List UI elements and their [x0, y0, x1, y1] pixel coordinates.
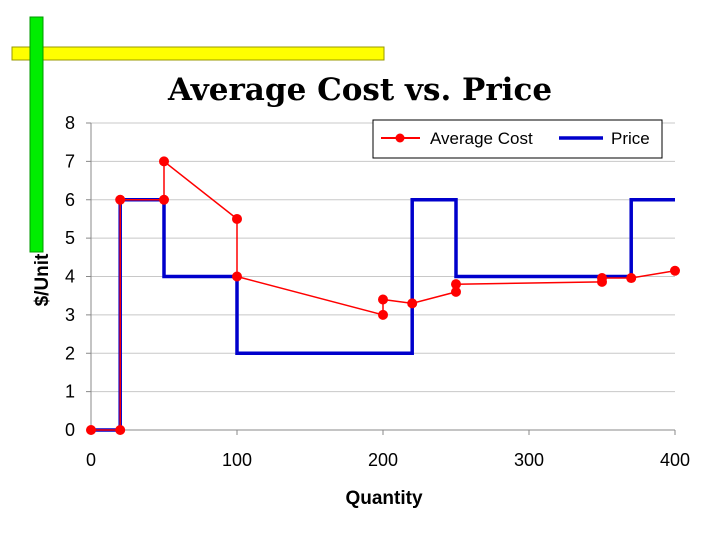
chart-series	[86, 156, 680, 435]
data-point-average-cost	[597, 273, 607, 284]
y-axis-tick-labels: 0 1 2 3 4 5 6 7 8	[65, 113, 75, 440]
chart-title: Average Cost vs. Price	[167, 72, 552, 108]
data-point-average-cost	[159, 156, 169, 167]
y-tick-label: 2	[65, 343, 75, 363]
legend-marker-average-cost	[395, 133, 405, 143]
y-tick-label: 0	[65, 420, 75, 440]
data-point-average-cost	[451, 279, 461, 290]
x-tick-label: 0	[86, 450, 96, 470]
data-point-average-cost	[378, 294, 388, 305]
y-tick-label: 1	[65, 382, 75, 402]
data-point-average-cost	[670, 265, 680, 276]
y-tick-label: 5	[65, 228, 75, 248]
data-point-average-cost	[232, 213, 242, 224]
data-point-average-cost	[115, 194, 126, 205]
x-axis-label: Quantity	[345, 488, 422, 509]
legend-label-average-cost: Average Cost	[430, 129, 533, 148]
x-tick-label: 400	[660, 450, 690, 470]
y-tick-label: 7	[65, 151, 75, 171]
y-tick-label: 8	[65, 113, 75, 133]
data-point-average-cost	[378, 309, 388, 320]
y-tick-label: 4	[65, 267, 75, 287]
x-tick-label: 300	[514, 450, 544, 470]
decorative-green-bar	[29, 16, 44, 253]
x-axis-tick-labels: 0 100 200 300 400	[86, 450, 690, 470]
data-point-average-cost	[115, 425, 126, 435]
legend-label-price: Price	[611, 129, 650, 148]
y-axis-label: $/Unit	[32, 253, 53, 306]
data-point-average-cost	[407, 298, 418, 309]
decorative-yellow-bar	[11, 46, 385, 61]
chart-gridlines	[91, 122, 675, 393]
data-point-average-cost	[626, 273, 637, 284]
x-tick-label: 100	[222, 450, 252, 470]
legend-box	[372, 119, 663, 159]
data-point-average-cost	[159, 194, 169, 205]
data-point-average-cost	[86, 425, 96, 435]
y-tick-label: 6	[65, 190, 75, 210]
y-tick-label: 3	[65, 305, 75, 325]
chart-legend: Average Cost Price	[372, 119, 663, 159]
data-point-average-cost	[232, 271, 242, 282]
x-tick-label: 200	[368, 450, 398, 470]
data-point-average-cost	[451, 286, 461, 297]
chart-axes	[86, 122, 676, 435]
